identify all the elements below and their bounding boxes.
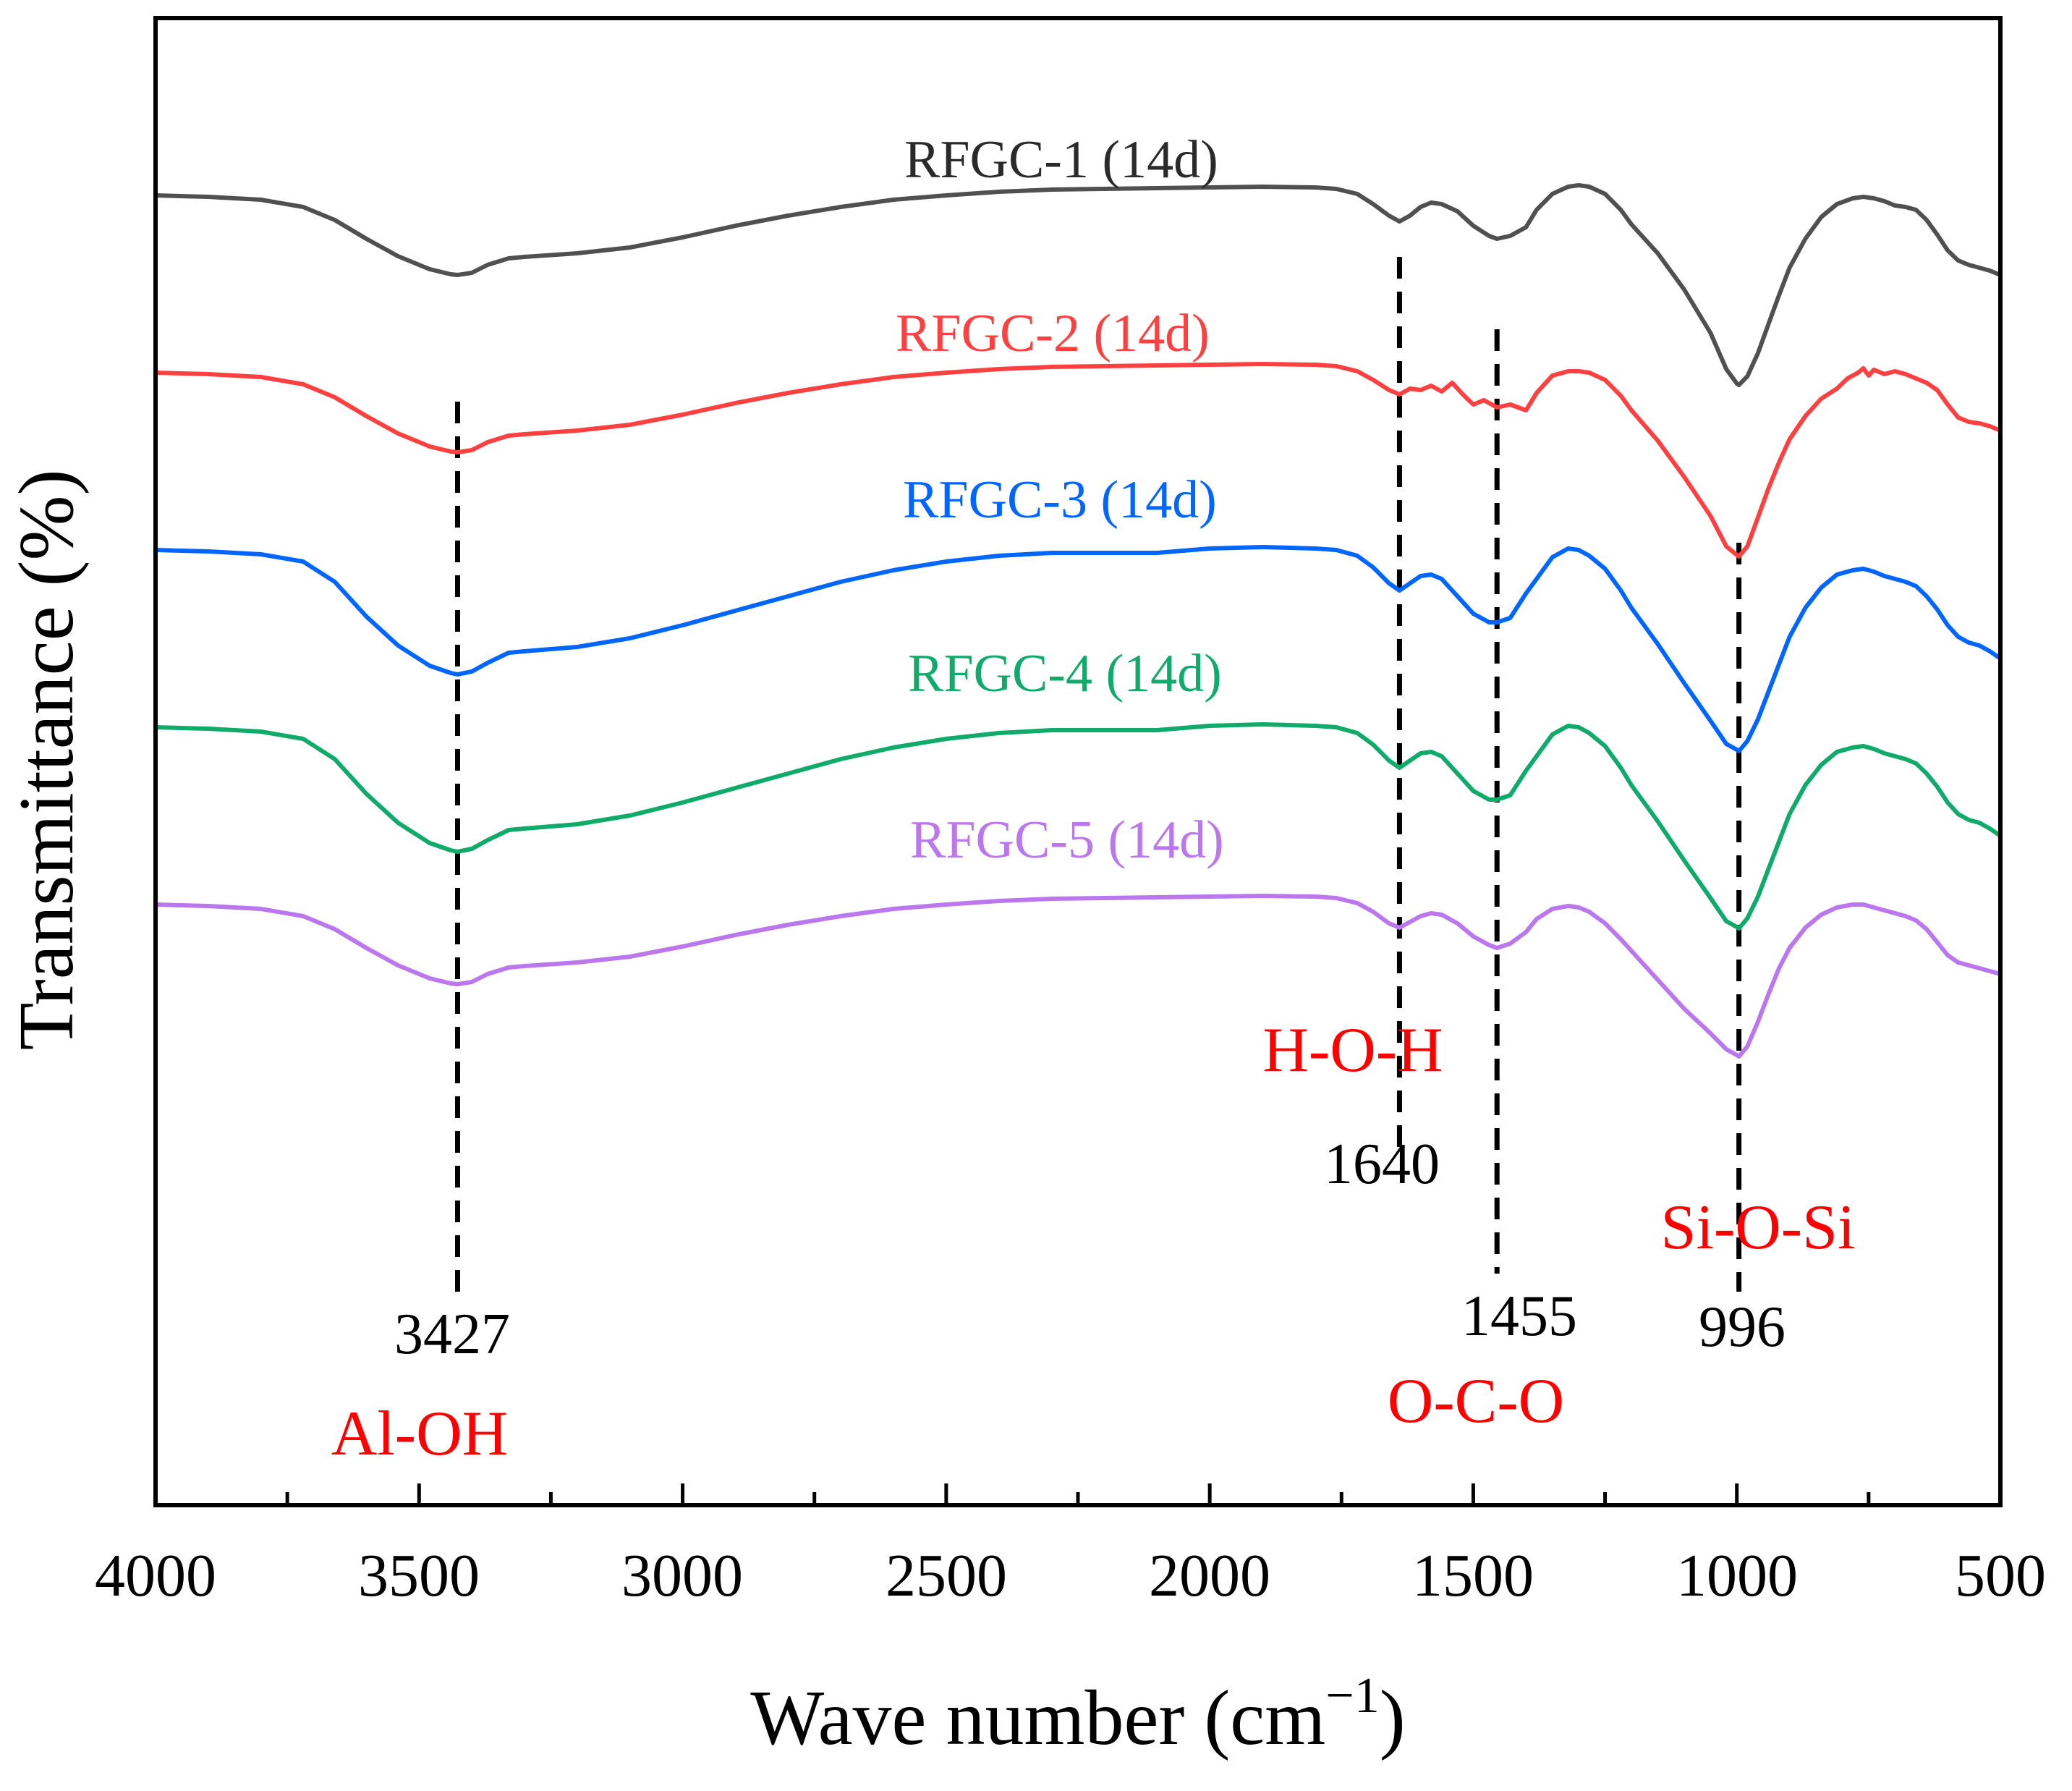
wavenumber-label-3427: 3427 <box>394 1303 510 1366</box>
wavenumber-label-1455: 1455 <box>1461 1284 1577 1348</box>
series-label-rfgc-1: RFGC-1 (14d) <box>904 130 1218 190</box>
x-axis-title: Wave number (cm−1) <box>750 1668 1405 1761</box>
x-axis-title-superscript: −1 <box>1325 1668 1379 1724</box>
series-line-5 <box>155 894 2001 1059</box>
x-tick-label-2500: 2500 <box>886 1542 1007 1609</box>
peak-annotations: 3427 Al-OH H-O-H 1640 1455 O-C-O Si-O-Si… <box>331 1015 1856 1469</box>
x-axis-title-text: Wave number (cm <box>750 1675 1325 1761</box>
series-label-rfgc-4: RFGC-4 (14d) <box>908 644 1222 703</box>
x-tick-labels: 4000 3500 3000 2500 2000 1500 1000 500 <box>95 1542 2046 1609</box>
group-label-si-o-si: Si-O-Si <box>1661 1193 1856 1263</box>
x-tick-label-2000: 2000 <box>1149 1542 1270 1609</box>
group-label-al-oh: Al-OH <box>331 1399 508 1469</box>
series-line-1 <box>155 183 2002 387</box>
group-label-o-c-o: O-C-O <box>1388 1366 1564 1436</box>
x-tick-label-500: 500 <box>1955 1542 2046 1609</box>
series-line-2 <box>155 362 2002 559</box>
series-labels: RFGC-1 (14d) RFGC-2 (14d) RFGC-3 (14d) R… <box>896 130 1224 870</box>
series-line-4 <box>155 722 2002 931</box>
series-label-rfgc-3: RFGC-3 (14d) <box>903 470 1217 530</box>
series-group <box>155 183 2002 1059</box>
x-axis-ticks <box>153 1483 2003 1505</box>
wavenumber-label-996: 996 <box>1699 1295 1786 1359</box>
x-tick-label-3000: 3000 <box>621 1542 743 1609</box>
series-label-rfgc-5: RFGC-5 (14d) <box>910 810 1224 870</box>
series-label-rfgc-2: RFGC-2 (14d) <box>896 304 1210 363</box>
series-line-3 <box>155 545 2002 753</box>
x-axis-title-close: ) <box>1380 1675 1406 1761</box>
x-tick-label-1000: 1000 <box>1676 1542 1798 1609</box>
x-tick-label-3500: 3500 <box>358 1542 480 1609</box>
x-tick-label-1500: 1500 <box>1412 1542 1534 1609</box>
y-axis-title: Transmittance (%) <box>4 470 90 1051</box>
group-label-h-o-h: H-O-H <box>1262 1015 1443 1085</box>
x-tick-label-4000: 4000 <box>95 1542 216 1609</box>
wavenumber-label-1640: 1640 <box>1324 1132 1440 1196</box>
